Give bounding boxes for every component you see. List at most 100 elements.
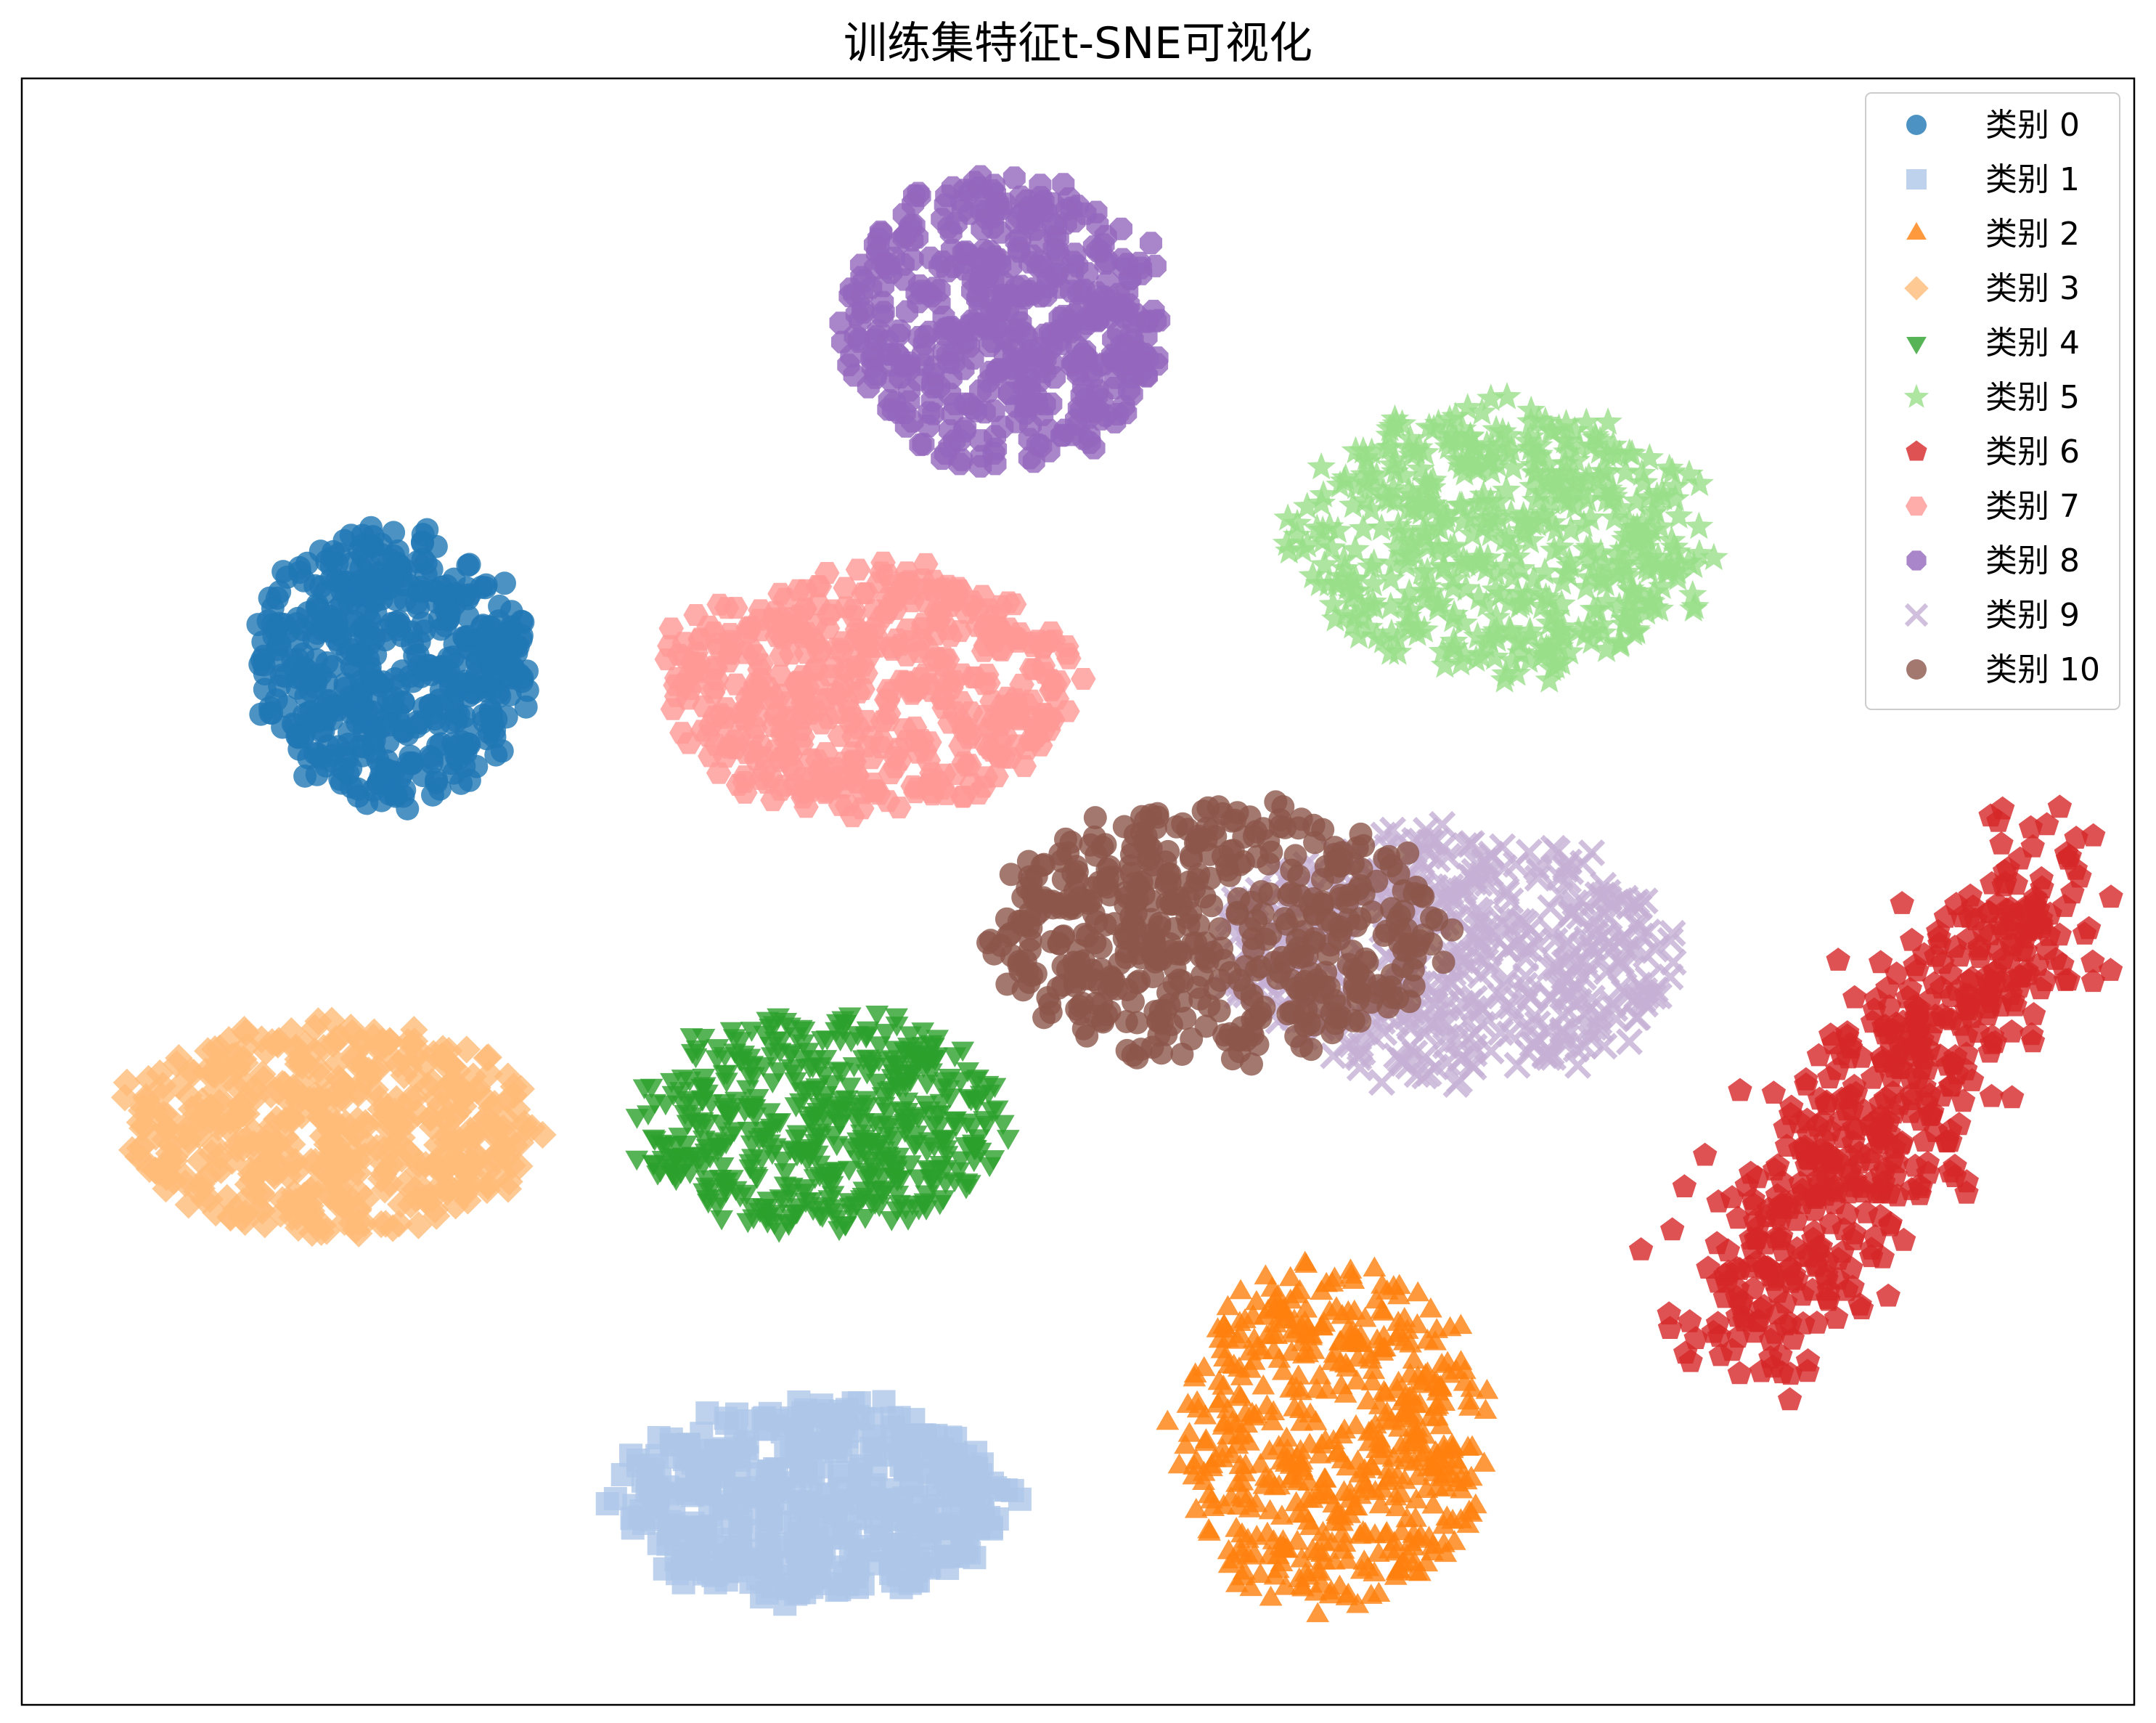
data-point bbox=[1325, 1296, 1348, 1316]
data-point bbox=[1395, 423, 1425, 452]
data-point bbox=[899, 1064, 923, 1085]
data-point bbox=[1255, 1324, 1278, 1345]
data-point bbox=[632, 1079, 656, 1100]
data-point bbox=[952, 357, 975, 380]
data-point bbox=[935, 1146, 959, 1166]
data-point bbox=[1662, 537, 1691, 565]
data-point bbox=[790, 1050, 814, 1070]
data-point bbox=[1611, 457, 1641, 485]
data-point bbox=[287, 1101, 316, 1130]
data-point bbox=[457, 583, 481, 607]
data-point bbox=[511, 1115, 539, 1143]
data-point bbox=[1481, 575, 1511, 603]
data-point bbox=[471, 614, 495, 638]
data-point bbox=[687, 1153, 710, 1173]
data-point bbox=[856, 1162, 880, 1184]
data-point bbox=[1602, 539, 1631, 568]
data-point bbox=[1438, 1316, 1462, 1337]
data-point bbox=[1482, 603, 1511, 630]
data-point bbox=[1379, 549, 1408, 577]
data-point bbox=[1502, 659, 1532, 686]
data-point bbox=[1371, 1477, 1395, 1498]
data-point bbox=[1580, 420, 1609, 449]
data-point bbox=[473, 1170, 502, 1199]
data-point bbox=[405, 591, 428, 615]
data-point bbox=[1341, 1319, 1365, 1340]
data-point bbox=[1363, 1256, 1387, 1276]
data-point bbox=[258, 586, 282, 610]
data-point bbox=[898, 379, 921, 402]
data-point bbox=[812, 1494, 836, 1518]
data-point bbox=[854, 1209, 877, 1229]
data-point bbox=[1547, 589, 1576, 617]
data-point bbox=[840, 344, 863, 367]
data-point bbox=[1393, 613, 1422, 640]
data-point bbox=[1362, 1359, 1386, 1380]
series-2-points bbox=[1156, 1250, 1499, 1623]
data-point bbox=[1308, 526, 1338, 553]
data-point bbox=[1990, 796, 2015, 820]
data-point bbox=[1156, 1409, 1180, 1430]
data-point bbox=[1498, 645, 1527, 674]
data-point bbox=[1368, 626, 1397, 653]
data-point bbox=[1553, 559, 1583, 587]
data-point bbox=[1013, 284, 1037, 307]
data-point bbox=[268, 633, 292, 657]
data-point bbox=[1794, 1067, 1818, 1091]
data-point bbox=[1304, 1377, 1328, 1398]
data-point bbox=[928, 1194, 952, 1215]
data-point bbox=[1290, 1547, 1314, 1568]
data-point bbox=[762, 1016, 786, 1037]
data-point bbox=[414, 551, 438, 575]
data-point bbox=[828, 1115, 852, 1136]
data-point bbox=[1092, 233, 1115, 256]
data-point bbox=[1245, 1525, 1269, 1545]
data-point bbox=[833, 1014, 857, 1035]
data-point bbox=[1429, 553, 1459, 581]
data-point bbox=[1220, 1486, 1243, 1507]
data-point bbox=[1508, 500, 1538, 529]
data-point bbox=[1329, 466, 1359, 494]
data-point bbox=[715, 1072, 738, 1093]
data-point bbox=[801, 1200, 825, 1221]
data-point bbox=[1383, 638, 1413, 665]
data-point bbox=[1357, 1343, 1381, 1364]
data-point bbox=[1358, 587, 1387, 615]
data-point bbox=[692, 1079, 716, 1100]
data-point bbox=[309, 575, 333, 599]
data-point bbox=[230, 1016, 258, 1044]
data-point bbox=[1338, 1503, 1362, 1523]
data-point bbox=[712, 1494, 736, 1518]
data-point bbox=[418, 1112, 447, 1141]
data-point bbox=[250, 1210, 279, 1239]
data-point bbox=[1648, 571, 1677, 600]
data-point bbox=[1363, 1561, 1387, 1581]
data-point bbox=[1405, 1488, 1428, 1509]
data-point bbox=[1511, 507, 1541, 535]
data-point bbox=[1419, 1297, 1442, 1318]
data-point bbox=[882, 1168, 906, 1188]
data-point bbox=[1472, 430, 1502, 457]
data-point bbox=[1000, 1478, 1024, 1502]
data-point bbox=[1594, 474, 1623, 502]
data-point bbox=[931, 1545, 955, 1569]
data-point bbox=[901, 229, 924, 252]
data-point bbox=[828, 1464, 852, 1488]
data-point bbox=[1614, 589, 1643, 617]
data-point bbox=[1445, 490, 1474, 518]
data-point bbox=[1282, 521, 1312, 548]
data-point bbox=[1013, 322, 1036, 345]
data-point bbox=[1418, 465, 1447, 493]
data-point bbox=[1258, 1499, 1282, 1520]
data-point bbox=[1392, 550, 1421, 578]
data-point bbox=[1890, 891, 1914, 914]
scatter-points bbox=[110, 165, 2123, 1623]
data-point bbox=[252, 653, 276, 677]
data-point bbox=[1449, 1350, 1473, 1370]
data-point bbox=[934, 1132, 957, 1152]
data-point bbox=[1446, 648, 1476, 676]
data-point bbox=[1494, 522, 1524, 550]
data-point bbox=[1291, 1576, 1315, 1597]
data-point bbox=[1283, 508, 1312, 537]
data-point bbox=[1440, 1433, 1464, 1453]
